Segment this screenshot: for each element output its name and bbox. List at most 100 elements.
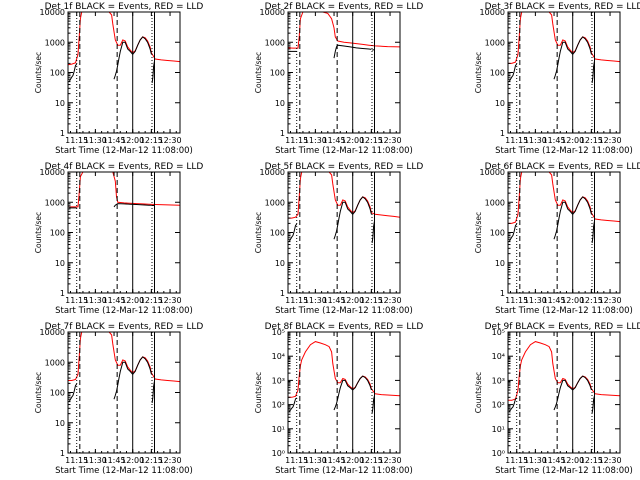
x-tick-label: 12:00 bbox=[341, 456, 364, 465]
y-tick-label: 10 bbox=[495, 99, 505, 108]
x-tick-label: 11:30 bbox=[84, 456, 107, 465]
y-tick-label: 10000 bbox=[480, 168, 505, 177]
x-tick-label: 12:15 bbox=[360, 136, 383, 145]
plot-area bbox=[288, 12, 400, 59]
x-tick-label: 11:15 bbox=[65, 136, 88, 145]
x-tick-label: 11:15 bbox=[505, 456, 528, 465]
x-tick-label: 11:45 bbox=[103, 136, 126, 145]
x-axis-label: Start Time (12-Mar-12 11:08:00) bbox=[55, 306, 193, 316]
y-tick-label: 10⁴ bbox=[272, 352, 285, 361]
x-tick-label: 12:15 bbox=[580, 456, 603, 465]
x-tick-label: 11:15 bbox=[285, 136, 308, 145]
y-tick-label: 100 bbox=[270, 69, 285, 78]
y-tick-label: 10¹ bbox=[272, 425, 285, 434]
y-axis-label: Counts/sec bbox=[474, 372, 483, 413]
x-tick-label: 12:30 bbox=[599, 296, 622, 305]
x-tick-label: 12:30 bbox=[379, 296, 402, 305]
x-tick-label: 11:45 bbox=[323, 136, 346, 145]
y-tick-label: 10000 bbox=[40, 328, 65, 337]
y-tick-label: 10 bbox=[55, 419, 65, 428]
y-tick-label: 10 bbox=[275, 259, 285, 268]
y-tick-label: 10 bbox=[55, 99, 65, 108]
plot-area bbox=[508, 172, 620, 244]
x-tick-label: 11:45 bbox=[103, 296, 126, 305]
x-axis-label: Start Time (12-Mar-12 11:08:00) bbox=[275, 466, 413, 476]
x-tick-label: 12:00 bbox=[121, 296, 144, 305]
x-tick-label: 11:15 bbox=[65, 296, 88, 305]
x-tick-label: 11:30 bbox=[304, 296, 327, 305]
y-tick-label: 10000 bbox=[40, 168, 65, 177]
x-tick-label: 12:30 bbox=[599, 456, 622, 465]
x-tick-label: 12:30 bbox=[159, 136, 182, 145]
x-tick-label: 11:45 bbox=[323, 296, 346, 305]
lld-line bbox=[68, 172, 180, 208]
x-tick-label: 12:30 bbox=[159, 456, 182, 465]
x-tick-label: 12:15 bbox=[360, 296, 383, 305]
y-tick-label: 10000 bbox=[260, 168, 285, 177]
x-tick-label: 11:45 bbox=[323, 456, 346, 465]
events-line bbox=[333, 44, 372, 59]
x-tick-label: 11:30 bbox=[524, 136, 547, 145]
x-tick-label: 11:45 bbox=[543, 136, 566, 145]
events-line bbox=[333, 375, 372, 411]
y-tick-label: 100 bbox=[50, 389, 65, 398]
x-tick-label: 11:15 bbox=[285, 296, 308, 305]
y-tick-label: 1000 bbox=[45, 38, 65, 47]
x-tick-label: 11:30 bbox=[304, 136, 327, 145]
x-axis-label: Start Time (12-Mar-12 11:08:00) bbox=[495, 466, 633, 476]
x-tick-label: 12:00 bbox=[341, 296, 364, 305]
x-tick-label: 12:00 bbox=[121, 136, 144, 145]
y-axis-label: Counts/sec bbox=[34, 52, 43, 93]
plot-area bbox=[288, 172, 400, 244]
y-tick-label: 10² bbox=[492, 401, 505, 410]
y-axis-label: Counts/sec bbox=[254, 372, 263, 413]
plot-area bbox=[68, 12, 180, 84]
y-tick-label: 1000 bbox=[485, 38, 505, 47]
panel-title: Det 7f BLACK = Events, RED = LLD bbox=[45, 322, 204, 332]
x-axis-label: Start Time (12-Mar-12 11:08:00) bbox=[275, 306, 413, 316]
plot-frame bbox=[507, 11, 621, 134]
x-axis-label: Start Time (12-Mar-12 11:08:00) bbox=[275, 146, 413, 156]
panel-title: Det 8f BLACK = Events, RED = LLD bbox=[265, 322, 424, 332]
events-line bbox=[113, 203, 152, 208]
panel-title: Det 9f BLACK = Events, RED = LLD bbox=[485, 322, 640, 332]
panel-title: Det 5f BLACK = Events, RED = LLD bbox=[265, 162, 424, 172]
y-tick-label: 10000 bbox=[480, 8, 505, 17]
events-line bbox=[553, 36, 592, 80]
x-tick-label: 11:30 bbox=[304, 456, 327, 465]
x-tick-label: 11:15 bbox=[65, 456, 88, 465]
panel-7f: Det 7f BLACK = Events, RED = LLD 11:1511:… bbox=[34, 322, 203, 476]
y-tick-label: 10⁰ bbox=[492, 449, 505, 458]
panel-title: Det 1f BLACK = Events, RED = LLD bbox=[45, 2, 204, 12]
x-axis-label: Start Time (12-Mar-12 11:08:00) bbox=[55, 146, 193, 156]
y-tick-label: 10⁵ bbox=[492, 328, 505, 337]
y-tick-label: 10³ bbox=[492, 376, 505, 385]
x-axis-label: Start Time (12-Mar-12 11:08:00) bbox=[55, 466, 193, 476]
y-tick-label: 100 bbox=[50, 69, 65, 78]
panel-6f: Det 6f BLACK = Events, RED = LLD11:1511:… bbox=[474, 162, 640, 316]
lld-line bbox=[288, 341, 400, 398]
y-tick-label: 100 bbox=[490, 229, 505, 238]
lld-line bbox=[68, 332, 180, 383]
x-tick-label: 11:30 bbox=[524, 296, 547, 305]
x-tick-label: 12:30 bbox=[379, 456, 402, 465]
plot-frame bbox=[287, 331, 401, 454]
y-tick-label: 1 bbox=[60, 449, 65, 458]
panel-title: Det 3f BLACK = Events, RED = LLD bbox=[485, 2, 640, 12]
plot-frame bbox=[287, 171, 401, 294]
x-tick-label: 11:15 bbox=[505, 296, 528, 305]
x-axis-label: Start Time (12-Mar-12 11:08:00) bbox=[495, 306, 633, 316]
x-tick-label: 12:00 bbox=[341, 136, 364, 145]
y-tick-label: 10² bbox=[272, 401, 285, 410]
y-tick-label: 1 bbox=[60, 289, 65, 298]
plot-area bbox=[68, 172, 180, 209]
x-tick-label: 12:15 bbox=[580, 296, 603, 305]
y-axis-label: Counts/sec bbox=[34, 372, 43, 413]
y-tick-label: 1 bbox=[60, 129, 65, 138]
y-tick-label: 1000 bbox=[45, 198, 65, 207]
y-axis-label: Counts/sec bbox=[34, 212, 43, 253]
panel-2f: Det 2f BLACK = Events, RED = LLD11:1511:… bbox=[254, 2, 423, 156]
events-line bbox=[553, 196, 592, 240]
lld-line bbox=[508, 172, 620, 224]
x-tick-label: 12:00 bbox=[121, 456, 144, 465]
